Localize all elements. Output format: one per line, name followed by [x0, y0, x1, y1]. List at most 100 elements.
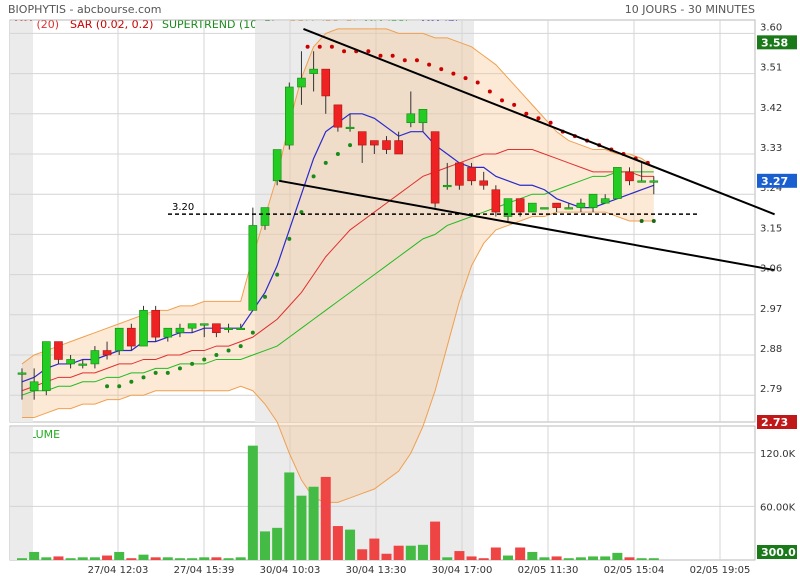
- candle: [442, 162, 452, 190]
- volume-bar: [539, 557, 550, 560]
- candle: [114, 327, 124, 355]
- sar-dot: [487, 89, 492, 94]
- svg-text:2.73: 2.73: [761, 416, 788, 429]
- price-tick-label: 3.42: [760, 103, 782, 114]
- candle: [382, 136, 391, 154]
- sar-dot: [463, 76, 468, 81]
- volume-bar: [235, 557, 246, 560]
- supertrend-dot: [238, 344, 243, 349]
- svg-text:3.27: 3.27: [761, 175, 788, 188]
- high-price-badge: 3.58: [757, 35, 797, 50]
- supertrend-dot: [299, 210, 304, 215]
- candle: [297, 51, 306, 105]
- candle: [17, 368, 27, 400]
- volume-bar: [624, 557, 635, 560]
- supertrend-dot: [202, 357, 207, 362]
- supertrend-dot: [190, 361, 195, 366]
- svg-text:3.58: 3.58: [761, 36, 788, 49]
- candle: [78, 359, 88, 369]
- volume-bar: [114, 551, 125, 560]
- volume-bar: [320, 476, 331, 560]
- supertrend-dot: [287, 236, 292, 241]
- candle: [418, 109, 428, 132]
- session-band: [10, 21, 33, 422]
- sar-dot: [317, 44, 322, 49]
- candle: [127, 323, 136, 351]
- price-tick-label: 2.97: [760, 304, 782, 315]
- supertrend-dot: [226, 348, 231, 353]
- candle: [41, 341, 51, 396]
- level-label: 3.20: [172, 202, 194, 213]
- candle: [613, 167, 622, 199]
- volume-bar: [442, 557, 453, 560]
- volume-bar: [272, 527, 283, 560]
- supertrend-dot: [177, 366, 182, 371]
- volume-bar: [308, 486, 319, 560]
- candle: [576, 198, 586, 213]
- volume-bar: [29, 551, 40, 560]
- sar-dot: [329, 44, 334, 49]
- candle: [54, 341, 63, 364]
- volume-bar: [466, 556, 477, 560]
- volume-bar: [490, 547, 501, 560]
- supertrend-dot: [263, 294, 267, 299]
- volume-bar: [247, 445, 258, 560]
- bollinger-band-area: [22, 28, 654, 503]
- supertrend-dot: [275, 272, 280, 277]
- volume-bar: [53, 556, 64, 560]
- sar-dot: [390, 53, 395, 58]
- volume-bar: [563, 558, 574, 560]
- legend-entry: SAR (0.02, 0.2): [70, 18, 153, 31]
- bollinger-upper-line: [21, 28, 655, 365]
- volume-tick-label: 60.00K: [760, 502, 796, 513]
- candle: [406, 91, 416, 128]
- volume-bar: [187, 558, 198, 560]
- volume-bar: [345, 529, 356, 560]
- time-tick-label: 30/04 17:00: [432, 565, 493, 576]
- candle: [357, 131, 367, 163]
- candle: [29, 368, 39, 400]
- volume-bar: [575, 557, 586, 560]
- candle: [272, 149, 282, 186]
- volume-bar: [393, 545, 404, 560]
- candle: [224, 323, 233, 333]
- supertrend-dot: [165, 370, 170, 375]
- supertrend-dot: [250, 330, 255, 335]
- volume-bar: [260, 531, 270, 560]
- price-tick-label: 3.06: [760, 264, 782, 275]
- volume-bar: [138, 554, 149, 560]
- volume-bar: [430, 521, 441, 560]
- sar-dot: [639, 219, 644, 223]
- time-tick-label: 30/04 10:03: [260, 565, 321, 576]
- volume-bar: [211, 557, 222, 560]
- time-tick-label: 02/05 15:04: [604, 565, 665, 576]
- sar-dot: [305, 44, 310, 49]
- candle: [102, 341, 112, 360]
- candle: [370, 140, 379, 154]
- candle: [175, 323, 185, 338]
- supertrend-dot: [348, 143, 353, 148]
- volume-bar: [417, 544, 428, 560]
- chart-title: BIOPHYTIS - abcbourse.com: [8, 3, 161, 16]
- time-tick-label: 27/04 15:39: [174, 565, 235, 576]
- candle: [90, 346, 100, 369]
- sar-dot: [536, 116, 541, 121]
- volume-bar: [648, 558, 659, 560]
- volume-bar: [296, 495, 307, 560]
- trend-line: [303, 28, 775, 216]
- supertrend-dot: [311, 174, 316, 179]
- sar-dot: [342, 49, 347, 54]
- low-price-badge: 2.73: [757, 415, 797, 429]
- volume-bar: [600, 556, 611, 560]
- price-tick-label: 3.15: [760, 223, 782, 234]
- last-price-badge: 3.27: [757, 173, 797, 188]
- volume-bar: [332, 526, 343, 560]
- candle: [430, 131, 440, 208]
- svg-text:300.0: 300.0: [761, 546, 796, 559]
- price-tick-label: 3.24: [760, 183, 782, 194]
- supertrend-dot: [129, 379, 134, 384]
- volume-bar: [357, 549, 368, 560]
- volume-bar: [478, 558, 489, 560]
- candle: [552, 202, 561, 213]
